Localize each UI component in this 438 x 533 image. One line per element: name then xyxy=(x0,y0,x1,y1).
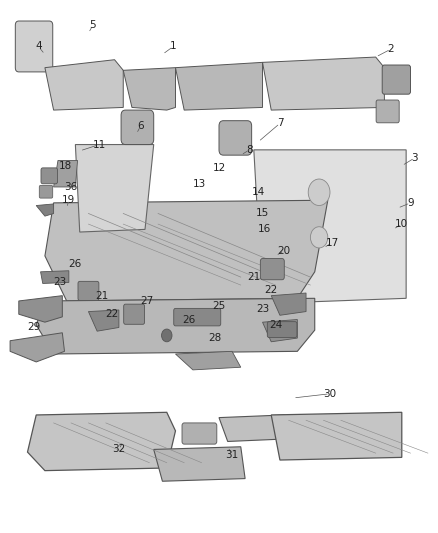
Polygon shape xyxy=(262,57,385,110)
Polygon shape xyxy=(41,271,69,284)
FancyBboxPatch shape xyxy=(376,100,399,123)
Text: 3: 3 xyxy=(412,153,418,163)
Text: 30: 30 xyxy=(323,389,336,399)
Text: 28: 28 xyxy=(208,333,221,343)
Text: 15: 15 xyxy=(256,208,269,219)
Polygon shape xyxy=(262,319,297,342)
Text: 10: 10 xyxy=(395,219,408,229)
Text: 24: 24 xyxy=(269,320,282,330)
Text: 23: 23 xyxy=(53,277,67,287)
Text: 11: 11 xyxy=(93,140,106,150)
Polygon shape xyxy=(176,62,262,110)
Polygon shape xyxy=(19,296,62,322)
Polygon shape xyxy=(36,298,315,354)
Polygon shape xyxy=(36,204,53,216)
Text: 14: 14 xyxy=(251,187,265,197)
Polygon shape xyxy=(271,413,402,460)
FancyBboxPatch shape xyxy=(41,168,57,184)
Text: 20: 20 xyxy=(278,246,291,256)
Polygon shape xyxy=(28,413,176,471)
Text: 13: 13 xyxy=(193,179,206,189)
Text: 23: 23 xyxy=(256,304,269,314)
Polygon shape xyxy=(88,310,119,331)
FancyBboxPatch shape xyxy=(260,259,284,280)
Text: 26: 26 xyxy=(182,314,195,325)
Text: 16: 16 xyxy=(258,224,271,235)
Polygon shape xyxy=(271,293,306,316)
Polygon shape xyxy=(123,68,176,110)
Polygon shape xyxy=(154,447,245,481)
Text: 21: 21 xyxy=(95,290,108,301)
Text: 31: 31 xyxy=(226,450,239,460)
Text: 32: 32 xyxy=(112,445,126,455)
Polygon shape xyxy=(254,150,406,304)
Text: 12: 12 xyxy=(212,164,226,173)
FancyBboxPatch shape xyxy=(182,423,217,444)
FancyBboxPatch shape xyxy=(174,309,221,326)
Text: 2: 2 xyxy=(388,44,394,54)
FancyBboxPatch shape xyxy=(219,120,252,155)
FancyBboxPatch shape xyxy=(124,304,145,324)
Polygon shape xyxy=(10,333,64,362)
Text: 36: 36 xyxy=(64,182,78,192)
Text: 17: 17 xyxy=(325,238,339,248)
Polygon shape xyxy=(53,160,78,187)
Text: 27: 27 xyxy=(141,296,154,306)
FancyBboxPatch shape xyxy=(382,65,410,94)
FancyBboxPatch shape xyxy=(39,185,53,198)
Circle shape xyxy=(162,329,172,342)
Text: 26: 26 xyxy=(68,259,81,269)
FancyBboxPatch shape xyxy=(267,321,297,337)
Polygon shape xyxy=(45,60,123,110)
Text: 9: 9 xyxy=(407,198,414,208)
FancyBboxPatch shape xyxy=(78,281,99,301)
Text: 1: 1 xyxy=(170,42,177,52)
Circle shape xyxy=(308,179,330,206)
Text: 22: 22 xyxy=(106,309,119,319)
Text: 18: 18 xyxy=(59,161,72,171)
Text: 29: 29 xyxy=(28,322,41,333)
Text: 4: 4 xyxy=(35,42,42,52)
Text: 22: 22 xyxy=(265,285,278,295)
Text: 8: 8 xyxy=(246,145,253,155)
FancyBboxPatch shape xyxy=(121,110,154,144)
Text: 19: 19 xyxy=(62,195,75,205)
Text: 7: 7 xyxy=(277,118,283,128)
Text: 6: 6 xyxy=(138,121,144,131)
Polygon shape xyxy=(219,415,289,441)
Polygon shape xyxy=(75,144,154,232)
Text: 21: 21 xyxy=(247,272,261,282)
FancyBboxPatch shape xyxy=(15,21,53,72)
Circle shape xyxy=(311,227,328,248)
Polygon shape xyxy=(176,351,241,370)
Polygon shape xyxy=(45,200,328,301)
Text: 25: 25 xyxy=(212,301,226,311)
Text: 5: 5 xyxy=(89,20,96,30)
